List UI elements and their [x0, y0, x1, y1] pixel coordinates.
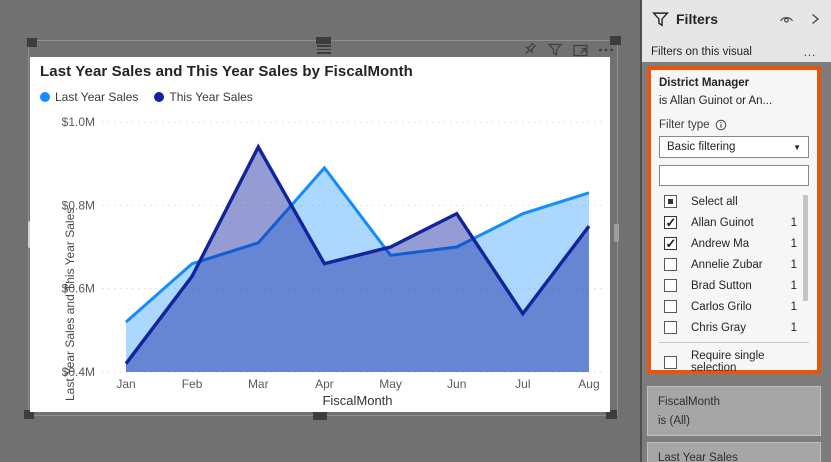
filter-condition-text: is Allan Guinot or An... [659, 95, 773, 107]
legend-item[interactable]: This Year Sales [154, 90, 253, 104]
legend-dot-last-year [40, 92, 50, 102]
checkbox-chris-gray[interactable] [664, 321, 677, 334]
info-icon[interactable] [715, 119, 727, 131]
area-chart-visual[interactable]: $0.4M $0.6M $0.8M $1.0M Jan Feb Mar Apr May Jun Ju… [30, 57, 610, 412]
filter-type-selected-value: Basic filtering [667, 141, 736, 153]
resize-handle-top-middle[interactable] [316, 37, 331, 44]
series-line-1[interactable] [124, 143, 591, 365]
legend-label: Last Year Sales [55, 90, 139, 104]
resize-handle-top-left[interactable] [27, 38, 37, 47]
x-tick-label: Mar [248, 377, 269, 391]
checkbox-annelie-zubar[interactable] [664, 258, 677, 271]
y-tick-label: $1.0M [62, 115, 95, 129]
checkbox-require-single-selection[interactable] [664, 355, 677, 369]
visual-header-toolbar [522, 41, 617, 59]
filter-value-row[interactable]: Select all [659, 191, 809, 212]
chart-title: Last Year Sales and This Year Sales by F… [40, 63, 413, 80]
filters-funnel-icon [652, 11, 669, 27]
checkbox-select-all[interactable] [664, 195, 677, 208]
filter-value-row[interactable]: Allan Guinot 1 [659, 212, 809, 233]
filter-funnel-icon[interactable] [547, 42, 563, 58]
x-axis-title: FiscalMonth [322, 393, 392, 408]
filter-value-row[interactable]: Andrew Ma 1 [659, 233, 809, 254]
filters-pane: Filters Filters on this visual … Distric… [640, 0, 831, 462]
filter-field-name: District Manager [659, 77, 750, 89]
filter-values-list: Select all Allan Guinot 1 Andrew Ma 1 An… [659, 191, 809, 338]
pin-icon[interactable] [522, 42, 538, 58]
eye-icon[interactable] [778, 12, 795, 27]
x-tick-label: Apr [315, 377, 334, 391]
more-options-icon[interactable] [598, 42, 614, 58]
x-tick-label: Jan [116, 377, 135, 391]
x-tick-label: Jul [515, 377, 530, 391]
y-axis-title: Last Year Sales and This Year Sales [63, 207, 77, 402]
filter-type-label: Filter type [659, 119, 710, 131]
x-tick-label: Jun [447, 377, 466, 391]
legend-dot-this-year [154, 92, 165, 102]
drag-grip-icon[interactable] [317, 45, 331, 54]
divider [659, 342, 809, 343]
resize-handle-bottom-middle[interactable] [313, 412, 327, 420]
resize-handle-bottom-left[interactable] [24, 410, 34, 419]
x-tick-label: May [379, 377, 402, 391]
checkbox-carlos-grilo[interactable] [664, 300, 677, 313]
legend-label: This Year Sales [169, 90, 253, 104]
series-area-0 [126, 167, 589, 372]
search-input[interactable] [670, 169, 812, 182]
checkbox-allan-guinot[interactable] [664, 215, 677, 231]
focus-mode-icon[interactable] [572, 42, 589, 58]
filters-pane-title: Filters [676, 11, 719, 27]
resize-handle-top-right[interactable] [610, 36, 621, 45]
section-more-icon[interactable]: … [803, 44, 817, 59]
filter-value-row[interactable]: Brad Sutton 1 [659, 275, 809, 296]
require-single-selection-row[interactable]: Require single selection [659, 350, 809, 374]
checkbox-andrew-ma[interactable] [664, 236, 677, 252]
resize-handle-bottom-right[interactable] [606, 410, 617, 419]
filter-type-dropdown[interactable]: Basic filtering ▼ [659, 136, 809, 158]
resize-handle-middle-right[interactable] [614, 224, 619, 242]
y-tick-label: $0.4M [62, 365, 95, 379]
checkbox-brad-sutton[interactable] [664, 279, 677, 292]
collapse-chevron-icon[interactable] [809, 12, 821, 26]
series-line-0[interactable] [125, 165, 590, 324]
filters-pane-header-area [642, 0, 831, 62]
filter-card-last-year-sales[interactable]: Last Year Sales [647, 442, 821, 462]
series-area-1 [126, 147, 589, 372]
y-tick-label: $0.8M [62, 198, 95, 212]
filter-card-district-manager[interactable]: District Manager is Allan Guinot or An..… [647, 66, 821, 374]
filter-value-row[interactable]: Chris Gray 1 [659, 317, 809, 338]
y-tick-label: $0.6M [62, 282, 95, 296]
list-scrollbar[interactable] [803, 195, 808, 301]
filter-search-box[interactable] [659, 165, 812, 186]
filter-value-row[interactable]: Annelie Zubar 1 [659, 254, 809, 275]
filters-section-label: Filters on this visual [651, 45, 752, 58]
chart-plot-area[interactable]: $0.4M $0.6M $0.8M $1.0M Jan Feb Mar Apr May Jun Ju… [30, 57, 610, 412]
x-tick-label: Aug [578, 377, 599, 391]
filter-card-fiscalmonth[interactable]: FiscalMonth is (All) [647, 386, 821, 436]
chart-legend: Last Year Sales This Year Sales [40, 90, 253, 104]
dropdown-caret-icon: ▼ [793, 142, 801, 152]
legend-item[interactable]: Last Year Sales [40, 90, 138, 104]
x-tick-label: Feb [182, 377, 203, 391]
filter-value-row[interactable]: Carlos Grilo 1 [659, 296, 809, 317]
